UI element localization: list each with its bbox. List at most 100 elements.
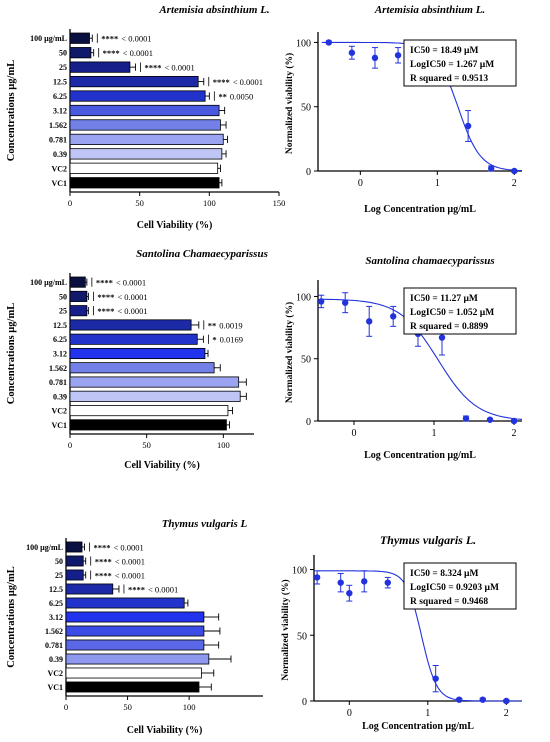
y-axis-label: Concentrations µg/mL xyxy=(6,566,17,667)
significance-label: **** < 0.0001 xyxy=(93,543,143,553)
data-point xyxy=(366,318,373,325)
fit-curve xyxy=(321,298,523,420)
data-point xyxy=(346,589,353,597)
stats-line: R squared = 0.9468 xyxy=(410,597,488,607)
category-label: VC2 xyxy=(51,164,67,173)
data-point xyxy=(337,579,344,586)
significance-stars: **** xyxy=(144,63,161,73)
y-axis-label: Concentrations µg/mL xyxy=(6,303,17,404)
y-axis-label: Normalized viability (%) xyxy=(280,579,291,680)
stats-box xyxy=(403,39,517,87)
bar xyxy=(65,583,114,595)
significance-label: **** < 0.0001 xyxy=(144,63,194,73)
bar xyxy=(69,148,223,160)
p-value: < 0.0001 xyxy=(116,278,146,288)
significance-label: **** < 0.0001 xyxy=(101,34,151,44)
category-label: 25 xyxy=(59,63,67,72)
category-label: 50 xyxy=(55,557,63,566)
x-tick-label: 2 xyxy=(512,178,517,189)
data-point xyxy=(348,49,356,56)
x-axis-label: Log Concentration µg/mL xyxy=(362,721,474,732)
chart-title: Thymus vulgaris L xyxy=(162,518,248,530)
stats-line: IC50 = 8.324 µM xyxy=(410,569,478,579)
category-label: 25 xyxy=(55,571,63,580)
stats-box xyxy=(403,562,517,610)
y-tick-label: 50 xyxy=(297,631,307,642)
data-point xyxy=(511,167,518,175)
category-label: 100 µg/mL xyxy=(30,278,67,287)
bar xyxy=(69,90,206,102)
x-tick-label: 0 xyxy=(347,708,352,719)
x-tick-label: 2 xyxy=(512,428,517,439)
x-axis-label: Log Concentration µg/mL xyxy=(364,204,476,215)
y-tick-label: 0 xyxy=(306,167,311,178)
stats-line: LogIC50 = 1.052 µM xyxy=(410,308,494,318)
p-value: 0.0050 xyxy=(230,92,253,102)
bar xyxy=(65,555,84,567)
y-tick-label: 50 xyxy=(301,355,311,366)
category-label: 100 µg/mL xyxy=(30,34,67,43)
data-point xyxy=(361,578,368,585)
data-point xyxy=(503,697,510,705)
category-label: 3.12 xyxy=(53,350,67,359)
stats-line: LogIC50 = 0.9203 µM xyxy=(410,583,499,593)
data-point xyxy=(384,579,391,586)
data-point xyxy=(486,416,494,423)
data-point xyxy=(464,122,472,130)
dose-response-chart-3: Thymus vulgaris L. 0 50 100 0 1 2 IC50 = 8.324 … xyxy=(280,533,522,732)
data-point xyxy=(371,54,379,62)
data-point xyxy=(342,299,349,306)
significance-stars: * xyxy=(212,335,216,345)
bar xyxy=(65,569,84,581)
x-axis-label: Cell Viability (%) xyxy=(124,460,200,471)
data-point xyxy=(488,165,495,172)
y-tick-label: 100 xyxy=(296,38,311,49)
p-value: < 0.0001 xyxy=(148,585,178,595)
bar xyxy=(69,177,220,189)
chart-title: Thymus vulgaris L. xyxy=(380,533,476,547)
x-axis-label: Log Concentration µg/mL xyxy=(364,450,476,461)
x-tick-label: 0 xyxy=(68,198,72,208)
stats-box xyxy=(403,287,517,335)
y-tick-label: 100 xyxy=(296,292,311,303)
category-label: 0.39 xyxy=(53,392,67,401)
data-point xyxy=(318,298,325,305)
category-label: VC2 xyxy=(47,669,63,678)
category-label: 0.781 xyxy=(49,135,67,144)
bar xyxy=(69,419,227,431)
category-label: 3.12 xyxy=(53,107,67,116)
bar xyxy=(69,333,198,345)
significance-stars: **** xyxy=(97,306,114,316)
data-point xyxy=(432,675,439,682)
data-point xyxy=(479,696,486,703)
stats-line: R squared = 0.9513 xyxy=(410,74,488,84)
bar xyxy=(69,47,92,59)
category-label: 6.25 xyxy=(53,335,67,344)
significance-label: **** < 0.0001 xyxy=(103,48,153,58)
p-value: 0.0169 xyxy=(220,335,243,345)
stats-line: R squared = 0.8899 xyxy=(410,322,488,332)
p-value: < 0.0001 xyxy=(164,63,194,73)
data-point xyxy=(456,696,463,703)
bar xyxy=(69,305,88,317)
p-value: < 0.0001 xyxy=(233,77,263,87)
bar xyxy=(65,611,205,623)
significance-stars: ** xyxy=(218,92,227,102)
category-label: 1.562 xyxy=(45,627,63,636)
x-tick-label: 1 xyxy=(425,708,430,719)
bar xyxy=(65,667,202,679)
y-tick-label: 100 xyxy=(292,566,307,577)
data-point xyxy=(462,415,470,422)
x-axis-label: Cell Viability (%) xyxy=(127,725,203,736)
bar xyxy=(65,681,200,693)
category-label: 100 µg/mL xyxy=(26,543,63,552)
y-tick-label: 0 xyxy=(302,697,307,708)
significance-label: ** 0.0050 xyxy=(218,92,253,102)
significance-label: **** < 0.0001 xyxy=(213,77,263,87)
p-value: < 0.0001 xyxy=(113,543,143,553)
x-tick-label: 1 xyxy=(432,428,437,439)
p-value: 0.0019 xyxy=(219,320,242,330)
chart-title: Artemisia absinthium L. xyxy=(158,4,269,16)
bar xyxy=(69,390,241,402)
